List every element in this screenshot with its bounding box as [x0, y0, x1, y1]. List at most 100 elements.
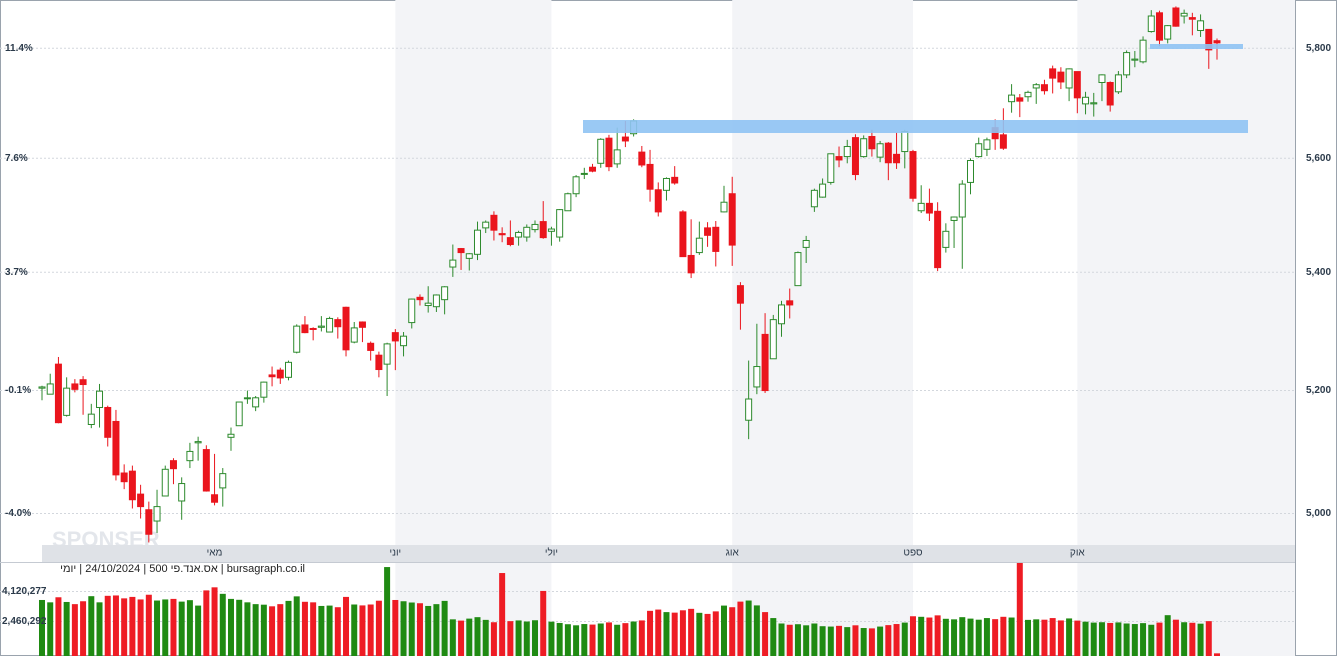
candle-body — [597, 138, 605, 164]
volume-bar — [548, 621, 555, 656]
volume-bar — [679, 610, 686, 656]
candle-body — [662, 177, 670, 191]
candle-body — [276, 369, 284, 379]
volume-bar — [1008, 617, 1015, 656]
candle-body — [679, 211, 687, 258]
volume-bar — [1049, 618, 1056, 656]
candle-body — [884, 142, 892, 164]
volume-bar — [112, 595, 119, 656]
candle-body — [87, 413, 95, 425]
volume-bar — [47, 602, 54, 656]
volume-bar — [359, 605, 366, 656]
volume-bar — [441, 600, 448, 656]
candle-body — [736, 285, 744, 304]
volume-bar — [252, 604, 259, 656]
volume-bar — [1074, 620, 1081, 656]
volume-bar — [351, 604, 358, 656]
candle-body — [613, 149, 621, 165]
candle-body — [802, 239, 810, 248]
volume-bar — [162, 599, 169, 656]
candle-body — [186, 450, 194, 462]
candle-body — [211, 494, 219, 503]
volume-bar — [745, 600, 752, 656]
candle-body — [958, 183, 966, 218]
y-tick-label: 5,000 — [1306, 508, 1331, 519]
volume-bar — [129, 596, 136, 656]
volume-bar — [310, 602, 317, 656]
volume-bar — [844, 627, 851, 656]
candle-body — [523, 226, 531, 238]
volume-bar — [860, 628, 867, 656]
volume-bar — [39, 599, 45, 656]
candle-body — [531, 223, 539, 231]
volume-bar — [1041, 619, 1048, 656]
volume-bar — [227, 598, 234, 656]
candle-body — [153, 506, 161, 522]
candle-body — [547, 228, 555, 232]
volume-bar — [449, 619, 456, 656]
candle-body — [79, 379, 87, 386]
volume-bar — [704, 613, 711, 656]
volume-bar — [96, 602, 103, 656]
volume-bar — [729, 607, 736, 656]
volume-bar — [532, 620, 539, 656]
y-tick-label: 5,400 — [1306, 267, 1331, 278]
candle-body — [63, 387, 71, 416]
volume-bar — [178, 601, 185, 656]
candle-body — [917, 202, 925, 212]
volume-bar — [1025, 619, 1032, 656]
candle-body — [309, 327, 317, 330]
volume-bar — [852, 625, 859, 656]
y-tick-label: 5,800 — [1306, 43, 1331, 54]
volume-bar — [1033, 619, 1040, 656]
candle-body — [868, 136, 876, 150]
volume-bar — [154, 600, 161, 656]
candle-body — [515, 231, 523, 238]
candle-body — [128, 470, 136, 501]
candle-body — [1090, 102, 1098, 105]
volume-bar — [885, 625, 892, 656]
candle-body — [720, 201, 728, 213]
volume-bar — [1098, 622, 1105, 656]
volume-bar — [909, 616, 916, 656]
candle-body — [983, 139, 991, 150]
candle-body — [498, 233, 506, 236]
volume-bar — [1123, 623, 1130, 656]
candle-body — [1147, 15, 1155, 33]
candle-body — [1180, 12, 1188, 17]
candle-body — [1098, 74, 1106, 84]
candle-body — [104, 406, 112, 438]
labels: מאי יוני יולי אוג ספט אוק 5,000 -4.0% 5,200 -0.1%… — [5, 43, 1331, 559]
candle-body — [54, 363, 62, 424]
candle-body — [375, 354, 383, 371]
highlight-band — [1150, 44, 1243, 49]
volume-bar — [951, 619, 958, 656]
volume-bar — [1016, 562, 1023, 656]
volume-bar — [918, 616, 925, 656]
volume-bar — [671, 612, 678, 656]
volume-bar — [104, 595, 111, 656]
candle-body — [950, 216, 958, 221]
volume-bar — [605, 622, 612, 656]
y-tick-label: 5,200 — [1306, 385, 1331, 396]
candle-body — [1024, 91, 1032, 98]
candle-body — [367, 342, 375, 351]
candle-body — [473, 229, 481, 255]
volume-bar — [1164, 615, 1171, 656]
candle-body — [934, 210, 942, 269]
candle-body — [638, 151, 646, 166]
volume-bar — [712, 611, 719, 656]
candle-body — [835, 156, 843, 161]
candle-body — [506, 237, 514, 246]
volume-bar — [737, 601, 744, 656]
candle-body — [605, 137, 613, 168]
volume-bar — [170, 598, 177, 656]
candle-body — [901, 131, 909, 153]
candle-body — [169, 460, 177, 470]
y-tick-label-left: 11.4% — [5, 43, 33, 54]
volume-bar — [137, 599, 144, 656]
volume-bar — [433, 604, 440, 656]
volume-bar — [696, 612, 703, 656]
candle-body — [810, 189, 818, 208]
